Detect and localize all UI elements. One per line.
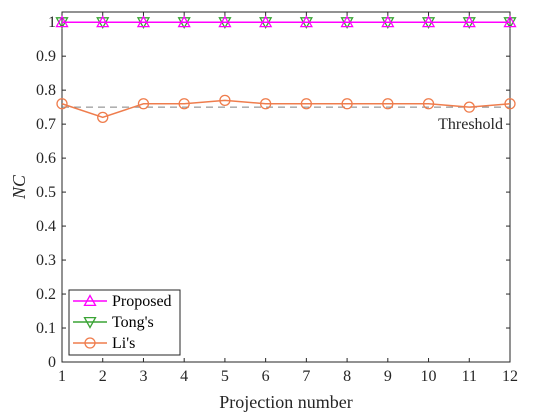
data-point — [381, 15, 395, 28]
data-point — [136, 15, 151, 28]
x-tick-label: 10 — [421, 368, 437, 385]
data-point — [300, 98, 313, 110]
y-axis-title: NC — [9, 174, 29, 200]
data-point — [340, 15, 354, 28]
data-point — [97, 111, 109, 123]
legend-label: Li's — [112, 335, 135, 352]
data-point — [422, 98, 435, 110]
data-point — [137, 98, 150, 110]
legend-marker — [83, 294, 97, 307]
data-point — [55, 15, 69, 28]
data-point — [56, 98, 68, 110]
series-layer — [55, 15, 517, 123]
data-point — [178, 98, 190, 110]
y-tick-label: 0.3 — [36, 252, 56, 269]
y-tick-label: 0 — [48, 354, 56, 371]
x-tick-label: 3 — [139, 368, 147, 385]
y-tick-label: 0.5 — [36, 184, 56, 201]
x-tick-label: 12 — [502, 368, 518, 385]
legend-label: Tong's — [112, 314, 154, 331]
data-point — [219, 94, 231, 106]
data-point — [503, 15, 517, 28]
x-axis-title: Projection number — [219, 392, 352, 412]
data-point — [421, 15, 436, 28]
y-tick-label: 1 — [48, 14, 56, 31]
x-tick-label: 2 — [99, 368, 107, 385]
x-tick-label: 1 — [58, 368, 66, 385]
data-point — [96, 15, 110, 28]
legend-marker — [84, 337, 96, 349]
x-tick-label: 9 — [384, 368, 392, 385]
y-tick-label: 0.8 — [36, 82, 56, 99]
y-tick-label: 0.6 — [36, 150, 56, 167]
data-point — [463, 101, 475, 113]
data-point — [259, 15, 273, 28]
data-point — [462, 15, 476, 28]
data-point — [218, 15, 232, 28]
data-point — [259, 98, 272, 110]
x-tick-label: 7 — [302, 368, 310, 385]
x-tick-label: 5 — [221, 368, 229, 385]
y-tick-label: 0.2 — [36, 286, 56, 303]
y-tick-label: 0.4 — [36, 218, 56, 235]
y-tick-label: 0.7 — [36, 116, 56, 133]
data-point — [382, 98, 394, 110]
data-point — [341, 98, 353, 110]
threshold-label: Threshold — [438, 116, 503, 133]
threshold-layer: Threshold — [62, 106, 510, 133]
legend-label: Proposed — [112, 293, 172, 310]
x-tick-label: 11 — [462, 368, 477, 385]
x-tick-label: 4 — [180, 368, 188, 385]
data-point — [299, 15, 313, 28]
series-li-s — [56, 94, 516, 123]
data-point — [504, 98, 516, 110]
series-line — [61, 99, 511, 119]
series-proposed — [55, 15, 517, 28]
data-point — [177, 15, 191, 28]
y-tick-label: 0.1 — [36, 320, 56, 337]
legend-marker — [83, 316, 97, 329]
y-tick-label: 0.9 — [36, 48, 56, 65]
ticks-layer: 1 2 3 4 5 6 7 8 9 10 11 1200.10.20.30.40.50.60.70.8… — [36, 12, 518, 385]
legend: Proposed Tong's Li's — [68, 289, 181, 356]
x-tick-label: 8 — [343, 368, 351, 385]
x-tick-label: 6 — [262, 368, 270, 385]
